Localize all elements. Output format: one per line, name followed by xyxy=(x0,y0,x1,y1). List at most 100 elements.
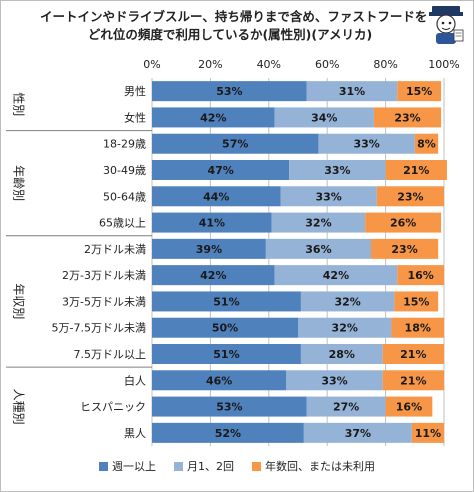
bar-segment xyxy=(265,238,371,259)
data-label: 23% xyxy=(391,243,417,256)
bar-segment xyxy=(303,422,412,443)
bar-segment xyxy=(306,396,386,417)
chart-title: イートインやドライブスルー、持ち帰りまで含め、ファストフードを どれ位の頻度で利… xyxy=(40,8,428,44)
data-label: 42% xyxy=(200,111,226,124)
bar-segment xyxy=(152,81,307,102)
bar-segment xyxy=(289,160,386,180)
chart-title-line-1: イートインやドライブスルー、持ち帰りまで含め、ファストフードを xyxy=(40,9,428,24)
data-label: 47% xyxy=(207,164,233,177)
legend-item-yearly: 年数回、または未利用 xyxy=(252,458,375,474)
bar-segment xyxy=(376,186,444,207)
data-label: 33% xyxy=(324,164,350,177)
bar-segment xyxy=(397,265,444,286)
data-label: 36% xyxy=(305,243,331,256)
category-label: 男性 xyxy=(124,84,146,98)
category-label: 女性 xyxy=(124,110,146,124)
bar-segment xyxy=(411,422,444,443)
bar-segment xyxy=(300,291,395,312)
bar-segment xyxy=(274,107,374,128)
group-label: 性別 xyxy=(12,92,26,116)
x-tick-label: 40% xyxy=(257,58,281,71)
data-label: 34% xyxy=(311,111,337,124)
legend-label-monthly: 月1、2回 xyxy=(187,460,234,473)
data-label: 42% xyxy=(323,269,349,282)
data-label: 32% xyxy=(305,217,331,230)
bar-segment xyxy=(318,133,415,154)
legend-label-weekly: 週一以上 xyxy=(112,460,156,473)
category-label: 18-29歳 xyxy=(103,138,146,151)
legend-item-weekly: 週一以上 xyxy=(99,458,156,474)
bar-segment xyxy=(385,160,447,180)
data-label: 21% xyxy=(400,348,426,361)
legend: 週一以上 月1、2回 年数回、または未利用 xyxy=(0,458,474,474)
group-label: 年収別 xyxy=(12,283,26,319)
bar-segment xyxy=(298,317,392,338)
bar-segment xyxy=(274,265,398,286)
x-tick-label: 20% xyxy=(198,58,222,71)
bar-segment xyxy=(397,81,442,102)
data-label: 39% xyxy=(196,243,222,256)
bar-segment xyxy=(152,238,266,259)
bar-segment xyxy=(365,212,442,233)
group-label: 人種別 xyxy=(12,389,26,425)
bar-segment xyxy=(152,291,301,312)
x-tick-label: 100% xyxy=(428,58,459,71)
bar-segment xyxy=(152,107,275,128)
legend-swatch-yearly xyxy=(252,461,261,471)
data-label: 16% xyxy=(396,401,422,414)
bar-segment xyxy=(391,317,444,338)
data-label: 33% xyxy=(353,138,379,151)
data-label: 42% xyxy=(200,269,226,282)
bar-segment xyxy=(152,422,304,443)
category-label: 2万ドル未満 xyxy=(84,243,146,256)
chart-title-line-2: どれ位の頻度で利用しているか(属性別)(アメリカ) xyxy=(87,27,373,42)
bar-segment xyxy=(306,81,398,102)
bar-segment xyxy=(371,238,439,259)
legend-label-yearly: 年数回、または未利用 xyxy=(265,460,375,473)
data-label: 21% xyxy=(403,164,429,177)
data-label: 18% xyxy=(405,322,431,335)
legend-swatch-weekly xyxy=(99,461,108,471)
bar-segment xyxy=(152,212,272,233)
data-label: 26% xyxy=(390,217,416,230)
category-label: 7.5万ドル以上 xyxy=(74,348,147,361)
bar-segment xyxy=(152,186,281,207)
data-label: 44% xyxy=(203,190,229,203)
bar-segment xyxy=(152,133,319,154)
data-label: 23% xyxy=(394,111,420,124)
data-label: 33% xyxy=(315,190,341,203)
data-label: 28% xyxy=(329,348,355,361)
category-label: 50-64歳 xyxy=(103,190,146,203)
bar-segment xyxy=(385,396,433,417)
data-label: 46% xyxy=(206,374,232,387)
bar-segment xyxy=(382,370,444,391)
category-label: 65歳以上 xyxy=(99,217,146,230)
bar-segment xyxy=(414,133,439,154)
x-tick-label: 80% xyxy=(373,58,397,71)
data-label: 33% xyxy=(321,374,347,387)
bar-segment xyxy=(280,186,377,207)
bar-segment xyxy=(152,396,307,417)
bar-segment xyxy=(286,370,383,391)
bar-segment xyxy=(373,107,442,128)
category-label: 2万-3万ドル未満 xyxy=(62,269,146,282)
data-label: 23% xyxy=(397,190,423,203)
bar-segment xyxy=(152,344,301,364)
data-label: 8% xyxy=(417,138,436,151)
data-label: 21% xyxy=(400,374,426,387)
data-label: 11% xyxy=(415,427,441,440)
data-label: 52% xyxy=(215,427,241,440)
category-label: 30-49歳 xyxy=(103,164,146,177)
x-tick-label: 0% xyxy=(143,58,160,71)
data-label: 53% xyxy=(216,401,242,414)
category-label: 5万-7.5万ドル未満 xyxy=(52,322,146,335)
x-tick-label: 60% xyxy=(315,58,339,71)
data-label: 15% xyxy=(406,85,432,98)
data-label: 41% xyxy=(199,217,225,230)
data-label: 37% xyxy=(345,427,371,440)
data-label: 51% xyxy=(213,348,239,361)
mascot-icon xyxy=(429,6,464,44)
bar-segment xyxy=(271,212,366,233)
data-label: 57% xyxy=(222,138,248,151)
